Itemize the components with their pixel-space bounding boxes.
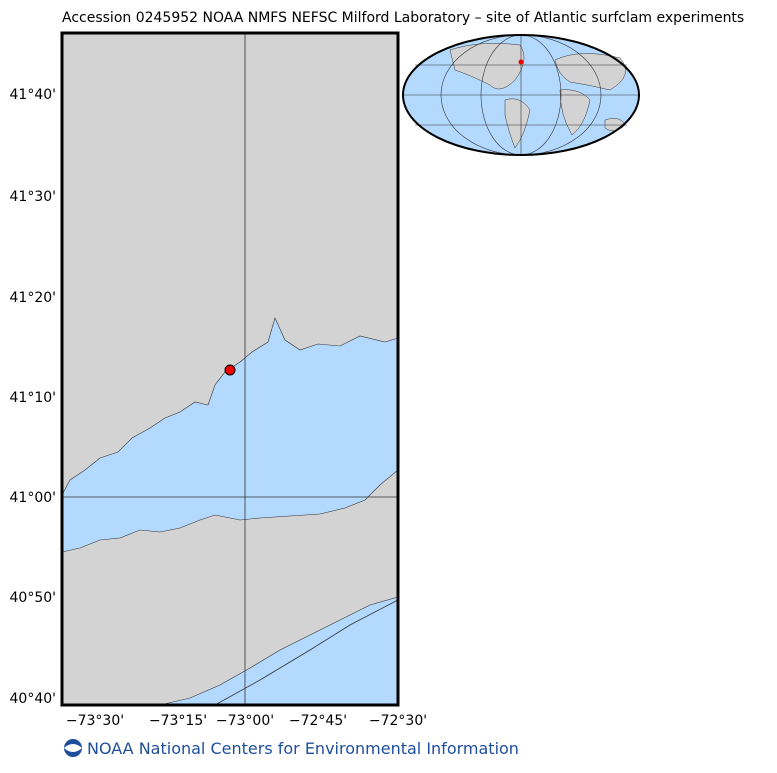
lat-label: 41°20' — [10, 290, 56, 306]
lat-label: 40°40' — [10, 691, 56, 707]
globe-site-marker — [518, 59, 524, 65]
footer-text: NOAA National Centers for Environmental … — [87, 739, 519, 758]
north-america — [449, 43, 525, 90]
map-frame — [60, 31, 400, 707]
land-long-island — [61, 469, 399, 706]
lat-label: 41°00' — [10, 490, 56, 506]
lon-label: −73°30' — [66, 713, 124, 729]
site-marker — [224, 364, 236, 376]
lon-label: −72°30' — [369, 713, 427, 729]
lat-label: 40°50' — [10, 590, 56, 606]
footer: NOAA National Centers for Environmental … — [64, 739, 519, 758]
lon-label: −73°00' — [216, 713, 274, 729]
eurasia — [554, 53, 626, 91]
africa — [559, 89, 591, 136]
lat-label: 41°40' — [10, 87, 56, 103]
main-map — [60, 31, 400, 707]
lat-label: 41°10' — [10, 390, 56, 406]
lon-label: −73°15' — [149, 713, 207, 729]
south-america — [504, 98, 531, 149]
lon-label: −72°45' — [289, 713, 347, 729]
map-title: Accession 0245952 NOAA NMFS NEFSC Milfor… — [62, 10, 744, 26]
inset-globe — [402, 34, 640, 156]
noaa-logo-wave — [64, 744, 82, 752]
lat-label: 41°30' — [10, 189, 56, 205]
globe-outline — [402, 34, 640, 156]
